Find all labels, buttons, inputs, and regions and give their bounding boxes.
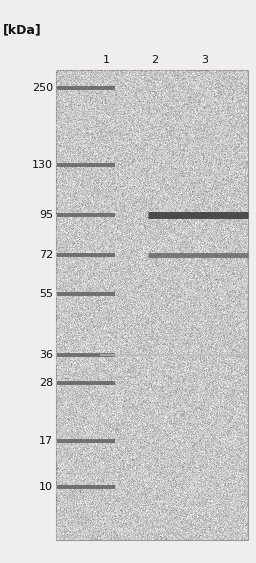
Text: 72: 72: [39, 250, 53, 260]
Text: 250: 250: [32, 83, 53, 93]
Text: 1: 1: [103, 55, 110, 65]
Text: [kDa]: [kDa]: [3, 24, 42, 37]
Text: 10: 10: [39, 482, 53, 492]
Text: 36: 36: [39, 350, 53, 360]
Text: 130: 130: [32, 160, 53, 170]
Text: 95: 95: [39, 210, 53, 220]
Text: 3: 3: [201, 55, 208, 65]
Text: 17: 17: [39, 436, 53, 446]
Text: 2: 2: [151, 55, 158, 65]
Bar: [56, 70, 248, 540]
Text: 55: 55: [39, 289, 53, 299]
Text: 28: 28: [39, 378, 53, 388]
